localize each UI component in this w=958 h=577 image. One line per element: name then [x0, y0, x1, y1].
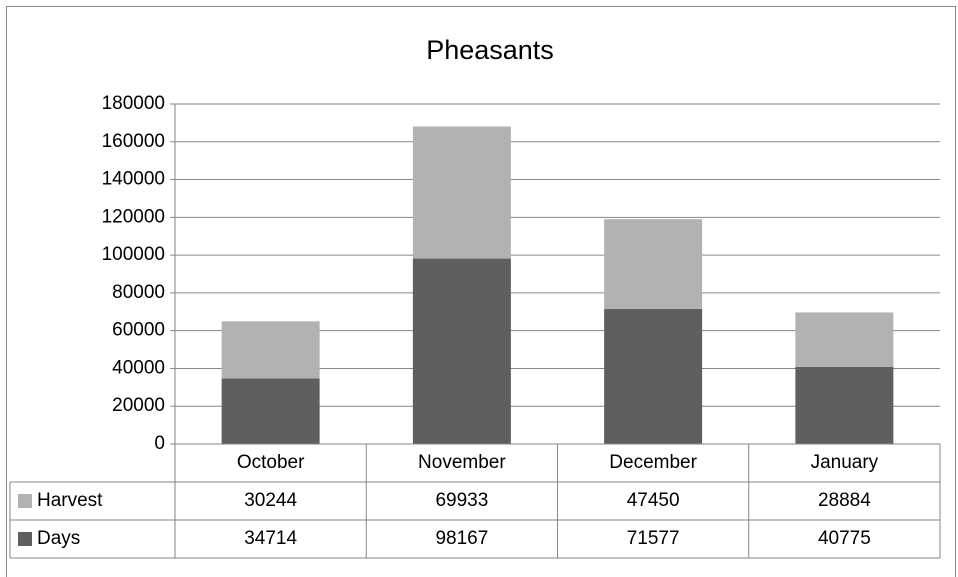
x-tick-label: January	[811, 452, 879, 473]
y-tick-label: 180000	[102, 93, 165, 114]
bar-segment	[795, 312, 894, 367]
table-value: 28884	[818, 490, 871, 511]
legend-label: Harvest	[37, 490, 103, 511]
bar-segment	[795, 366, 894, 444]
y-tick-label: 60000	[112, 320, 165, 341]
bar-segment	[604, 219, 703, 309]
y-tick-label: 100000	[102, 244, 165, 265]
table-value: 40775	[818, 528, 871, 549]
y-tick-label: 160000	[102, 131, 165, 152]
legend-key	[18, 494, 32, 508]
table-value: 30244	[244, 490, 297, 511]
y-tick-label: 0	[154, 433, 165, 454]
table-value: 34714	[244, 528, 297, 549]
legend-label: Days	[37, 528, 80, 549]
y-tick-label: 20000	[112, 395, 165, 416]
legend-key	[18, 532, 32, 546]
y-tick-label: 40000	[112, 357, 165, 378]
table-value: 69933	[435, 490, 488, 511]
table-value: 47450	[627, 490, 680, 511]
y-tick-label: 80000	[112, 282, 165, 303]
x-tick-label: December	[609, 452, 697, 473]
bar-segment	[412, 126, 511, 259]
x-tick-label: October	[237, 452, 305, 473]
x-tick-label: November	[418, 452, 506, 473]
chart-title: Pheasants	[426, 35, 554, 65]
bar-segment	[221, 321, 320, 379]
bar-segment	[604, 308, 703, 444]
bar-segment	[412, 258, 511, 444]
bar-segment	[221, 378, 320, 444]
table-value: 71577	[627, 528, 680, 549]
y-tick-label: 120000	[102, 206, 165, 227]
y-tick-label: 140000	[102, 169, 165, 190]
table-value: 98167	[435, 528, 488, 549]
